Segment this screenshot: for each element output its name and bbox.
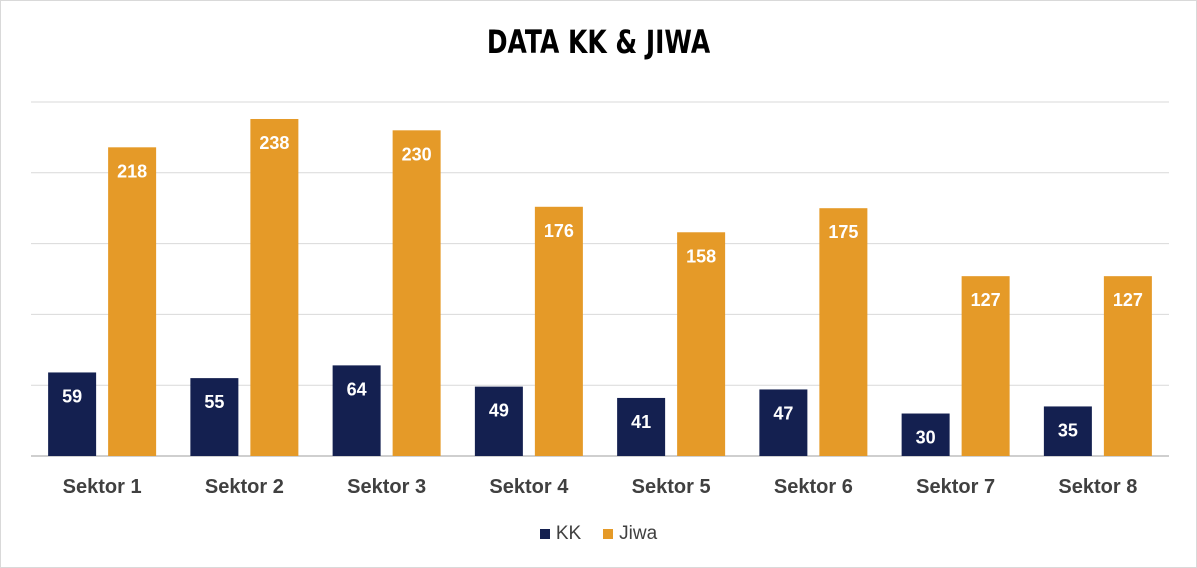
legend-swatch-jiwa — [603, 529, 614, 539]
bar-kk-7 — [901, 413, 950, 456]
legend-item-jiwa: Jiwa — [603, 523, 657, 545]
bar-kk-3 — [332, 365, 381, 456]
legend: KK Jiwa — [1, 523, 1196, 545]
x-tick-label: Sektor 1 — [63, 476, 142, 498]
bar-kk-4 — [474, 386, 523, 456]
x-tick-label: Sektor 6 — [774, 476, 853, 498]
data-label-kk-8: 35 — [1058, 420, 1078, 440]
bar-jiwa-5 — [677, 232, 726, 456]
bar-jiwa-7 — [961, 276, 1010, 456]
bar-kk-1 — [48, 372, 97, 456]
data-label-kk-3: 64 — [347, 379, 367, 399]
bar-kk-5 — [617, 397, 666, 456]
x-tick-label: Sektor 7 — [916, 476, 995, 498]
data-label-jiwa-8: 127 — [1113, 290, 1143, 310]
bar-jiwa-6 — [819, 208, 868, 456]
data-label-kk-2: 55 — [204, 392, 224, 412]
x-tick-label: Sektor 2 — [205, 476, 284, 498]
x-tick-label: Sektor 3 — [347, 476, 426, 498]
data-label-jiwa-6: 175 — [828, 222, 858, 242]
bar-kk-2 — [190, 378, 239, 456]
data-label-jiwa-3: 230 — [402, 144, 432, 164]
data-label-kk-7: 30 — [916, 428, 936, 448]
legend-swatch-kk — [539, 529, 550, 539]
bar-jiwa-4 — [534, 206, 583, 456]
bar-jiwa-3 — [392, 130, 441, 456]
legend-label-jiwa: Jiwa — [619, 523, 658, 544]
data-label-kk-1: 59 — [62, 386, 82, 406]
legend-item-kk: KK — [539, 523, 582, 545]
data-label-jiwa-2: 238 — [259, 133, 289, 153]
chart-title: DATA KK & JIWA — [486, 23, 711, 61]
x-tick-label: Sektor 5 — [632, 476, 711, 498]
bar-jiwa-2 — [250, 118, 299, 456]
data-label-jiwa-5: 158 — [686, 246, 716, 266]
data-label-kk-4: 49 — [489, 401, 509, 421]
bar-kk-6 — [759, 389, 808, 456]
bar-kk-8 — [1043, 406, 1092, 456]
data-label-jiwa-1: 218 — [117, 161, 147, 181]
x-tick-label: Sektor 4 — [489, 476, 569, 498]
data-label-kk-5: 41 — [631, 412, 651, 432]
data-label-kk-6: 47 — [773, 403, 793, 423]
data-label-jiwa-4: 176 — [544, 221, 574, 241]
legend-label-kk: KK — [555, 523, 582, 544]
data-label-jiwa-7: 127 — [971, 290, 1001, 310]
bar-jiwa-1 — [108, 147, 157, 456]
x-tick-label: Sektor 8 — [1058, 476, 1137, 498]
bar-jiwa-8 — [1103, 276, 1152, 456]
